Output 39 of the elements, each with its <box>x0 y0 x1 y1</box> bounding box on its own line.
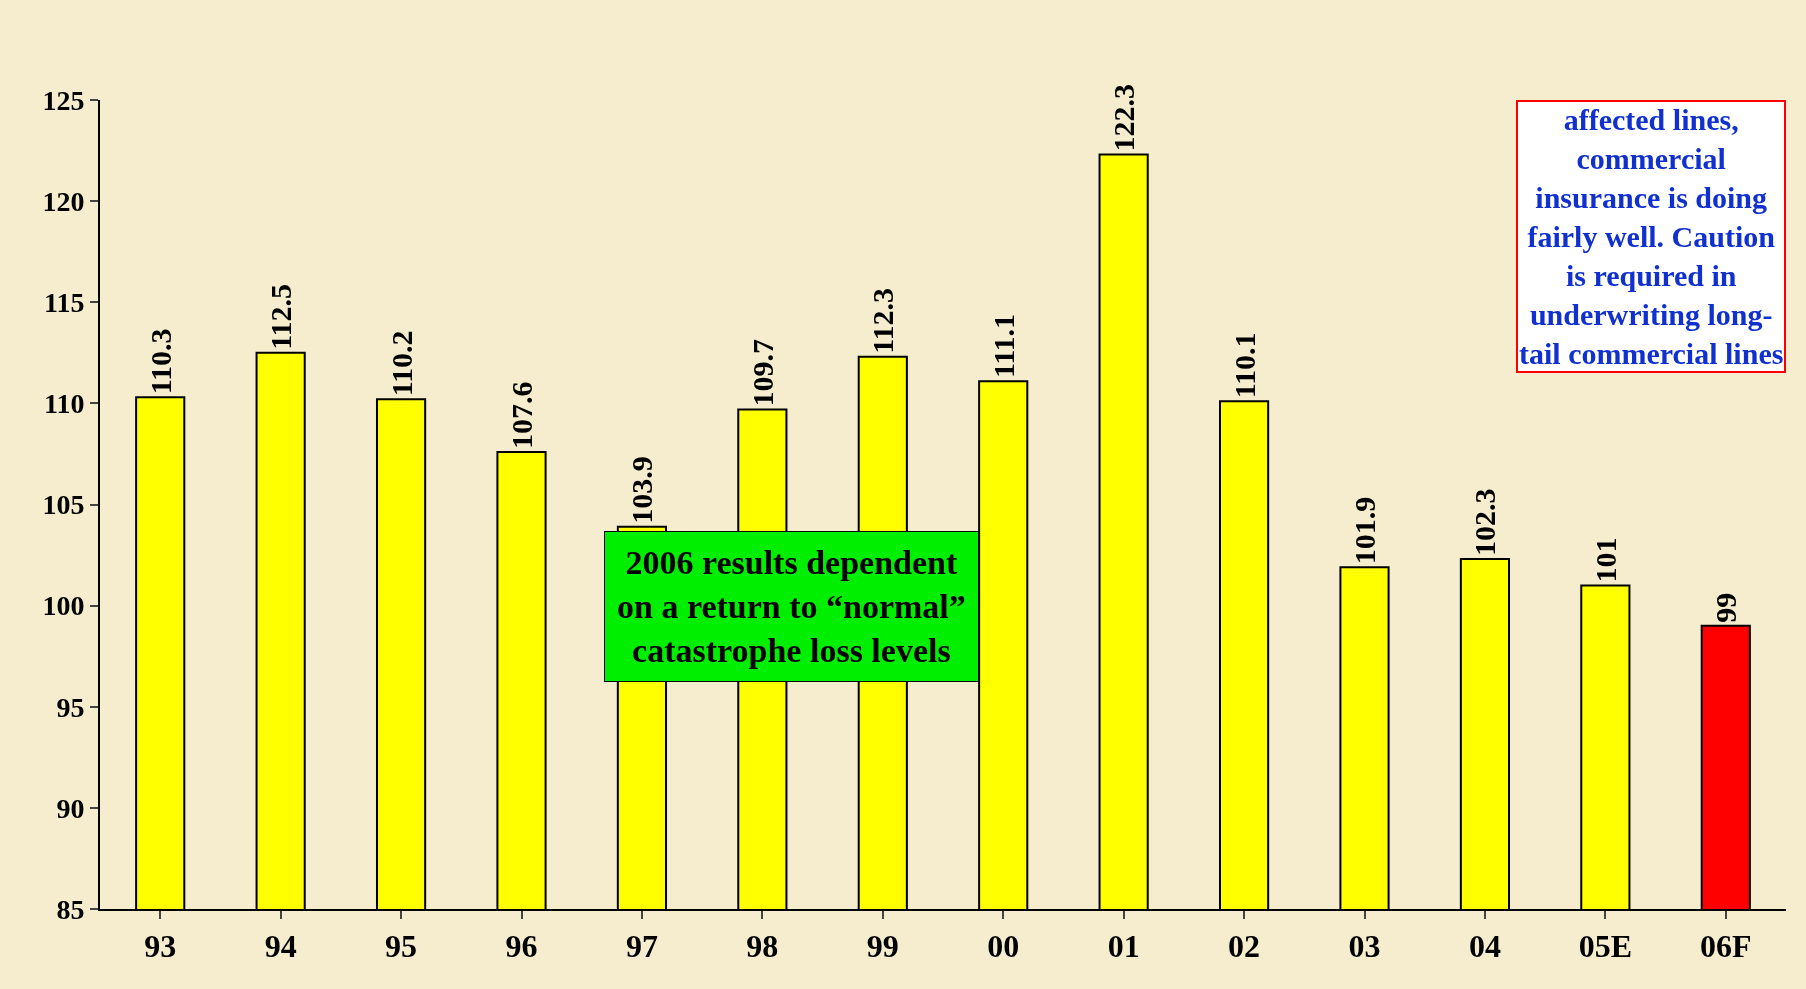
data-label: 112.5 <box>264 283 298 350</box>
x-tick-label: 05E <box>1578 928 1633 965</box>
y-tick-label: 95 <box>56 691 85 723</box>
data-label: 109.7 <box>745 338 779 407</box>
data-label: 101 <box>1588 537 1622 583</box>
y-tick-label: 100 <box>42 590 85 622</box>
x-tick-label: 96 <box>505 928 538 965</box>
data-label: 107.6 <box>505 381 538 449</box>
x-tick-label: 97 <box>625 928 658 965</box>
data-label: 99 <box>1709 592 1743 623</box>
data-label: 110.1 <box>1227 332 1261 399</box>
y-tick-label: 115 <box>43 287 85 319</box>
x-tick-label: 02 <box>1228 928 1261 965</box>
data-label: 110.3 <box>143 328 177 395</box>
y-tick-label: 120 <box>42 185 85 217</box>
data-label: 111.1 <box>986 313 1020 379</box>
data-label: 102.3 <box>1468 488 1502 557</box>
x-tick-label: 94 <box>264 928 297 965</box>
data-label: 101.9 <box>1348 496 1381 565</box>
x-tick-label: 04 <box>1468 928 1501 965</box>
y-tick-label: 85 <box>56 893 85 925</box>
x-tick-label: 00 <box>987 928 1020 965</box>
annotation: 2006 results dependent on a return to “normal” catastrophe loss levels <box>617 544 966 670</box>
y-tick-label: 110 <box>43 388 85 420</box>
x-tick-label: 01 <box>1107 928 1140 965</box>
data-label: 112.3 <box>866 288 900 354</box>
x-tick-label: 03 <box>1348 928 1381 965</box>
annotation: affected lines, commercial insurance is doing fairly well. Caution is required in underwriting long- tail commercial lines <box>1519 103 1784 370</box>
data-label: 103.9 <box>625 456 659 524</box>
x-tick-label: 93 <box>144 928 177 965</box>
x-tick-label: 98 <box>746 928 779 965</box>
x-tick-label: 99 <box>866 928 899 965</box>
y-tick-label: 105 <box>42 489 85 521</box>
y-tick-label: 125 <box>42 84 85 116</box>
x-tick-label: 95 <box>385 928 418 965</box>
x-tick-label: 06F <box>1700 928 1752 965</box>
data-label: 110.2 <box>384 330 418 397</box>
y-tick-label: 90 <box>56 792 85 824</box>
data-label: 122.3 <box>1107 84 1141 152</box>
